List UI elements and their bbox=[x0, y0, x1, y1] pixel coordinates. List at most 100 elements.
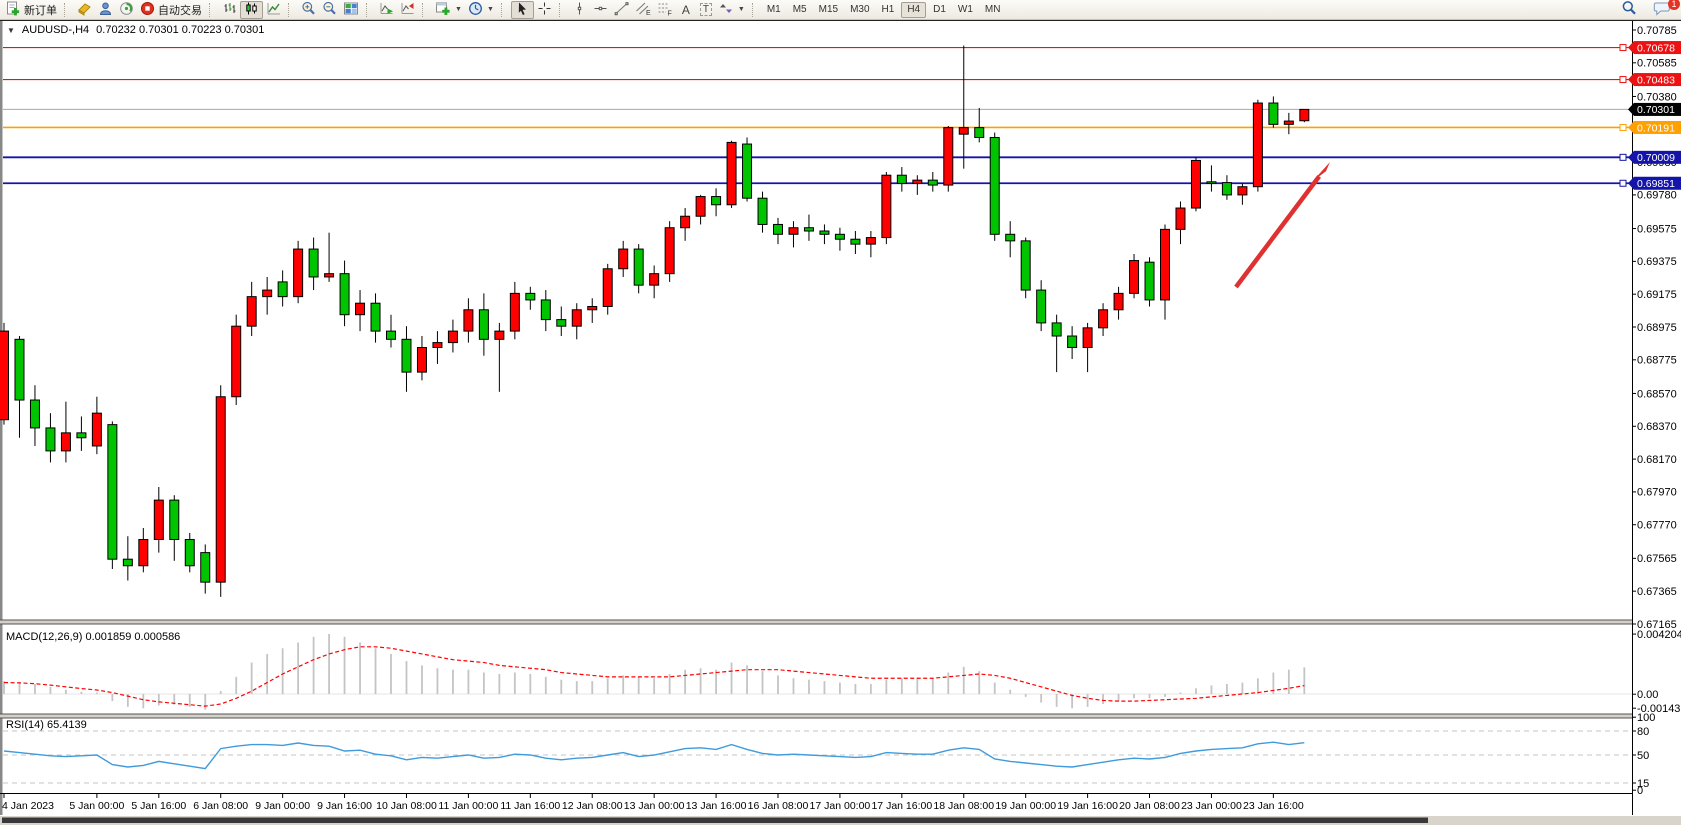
macd-histogram-bar bbox=[560, 679, 563, 694]
candle-up bbox=[91, 412, 102, 447]
candle-up bbox=[494, 330, 505, 340]
price-tick-label: 0.68975 bbox=[1637, 322, 1677, 334]
candle-up bbox=[943, 127, 954, 186]
equidistant-channel-button[interactable]: E bbox=[632, 1, 654, 19]
trendline-button[interactable] bbox=[611, 1, 632, 19]
candle-down bbox=[29, 399, 40, 429]
price-label-notch bbox=[1628, 41, 1634, 55]
candlestick-chart-button[interactable] bbox=[240, 0, 263, 19]
timeframe-mn[interactable]: MN bbox=[984, 4, 1001, 15]
line-end-marker bbox=[1619, 76, 1627, 84]
cursor-button[interactable] bbox=[510, 0, 534, 19]
period-clock-button[interactable]: ▼ bbox=[465, 1, 497, 19]
timeframe-h4[interactable]: H4 bbox=[901, 1, 927, 18]
trend-arrow-head[interactable] bbox=[1312, 162, 1330, 182]
time-axis-label: 19 Jan 16:00 bbox=[1057, 800, 1118, 812]
search-button[interactable] bbox=[1618, 1, 1640, 19]
candle-up bbox=[1160, 228, 1170, 301]
autotrade-icon bbox=[140, 1, 155, 19]
text-label-button[interactable]: T bbox=[696, 1, 716, 19]
profile-button[interactable] bbox=[95, 1, 116, 19]
macd-histogram-bar bbox=[188, 694, 191, 707]
line-chart-button[interactable] bbox=[263, 1, 284, 19]
autotrade-button[interactable]: 自动交易 bbox=[137, 1, 205, 19]
tile-windows-button[interactable] bbox=[340, 1, 362, 19]
macd-histogram-bar bbox=[823, 681, 826, 694]
collapse-chart-icon[interactable]: ▼ bbox=[7, 25, 15, 35]
toolbar-separator bbox=[64, 2, 71, 17]
gold-book-button[interactable] bbox=[74, 1, 95, 19]
candle-up bbox=[215, 396, 226, 583]
macd-histogram-bar bbox=[869, 683, 872, 694]
horizontal-scrollbar-thumb[interactable] bbox=[2, 817, 1428, 824]
price-tick-label: 0.67565 bbox=[1637, 553, 1677, 565]
macd-histogram-bar bbox=[266, 653, 269, 694]
price-tick-label: 0.69175 bbox=[1637, 289, 1677, 301]
time-axis-label: 18 Jan 08:00 bbox=[933, 800, 994, 812]
chart-title-bar: ▼ AUDUSD-,H4 0.70232 0.70301 0.70223 0.7… bbox=[7, 23, 264, 37]
auto-scroll-button[interactable] bbox=[376, 1, 397, 19]
price-tick-label: 0.67770 bbox=[1637, 520, 1677, 532]
price-tick-label: 0.68170 bbox=[1637, 454, 1677, 466]
community-button[interactable] bbox=[116, 1, 137, 19]
price-tick-label: 0.67970 bbox=[1637, 487, 1677, 499]
candle-up bbox=[649, 273, 660, 286]
candle-down bbox=[184, 538, 195, 567]
macd-histogram-bar bbox=[359, 642, 361, 694]
candle-up bbox=[602, 268, 613, 307]
price-label-notch bbox=[1628, 176, 1634, 190]
macd-histogram-bar bbox=[575, 681, 578, 694]
macd-histogram-bar bbox=[606, 678, 609, 694]
timeframe-m30[interactable]: M30 bbox=[850, 4, 870, 15]
timeframe-d1[interactable]: D1 bbox=[933, 4, 946, 15]
candle-up bbox=[231, 325, 242, 398]
candle-up bbox=[0, 330, 9, 421]
chart-shift-button[interactable] bbox=[397, 1, 418, 19]
new-order-button[interactable]: 新订单 bbox=[3, 1, 60, 19]
timeframe-m1[interactable]: M1 bbox=[766, 4, 781, 15]
crosshair-button[interactable] bbox=[534, 1, 555, 19]
candle-up bbox=[958, 127, 969, 135]
candle-up bbox=[432, 342, 443, 349]
time-axis-label: 5 Jan 00:00 bbox=[69, 800, 124, 812]
candle-down bbox=[200, 552, 211, 583]
timeframe-h1[interactable]: H1 bbox=[881, 4, 895, 15]
macd-histogram-bar bbox=[80, 691, 83, 694]
candle-down bbox=[1206, 181, 1217, 184]
time-axis-label: 17 Jan 16:00 bbox=[871, 800, 932, 812]
macd-histogram-bar bbox=[1241, 682, 1244, 694]
fibonacci-button[interactable]: F bbox=[654, 1, 676, 19]
zoom-in-button[interactable] bbox=[298, 1, 319, 19]
macd-tick-label: 0.004204 bbox=[1637, 629, 1681, 641]
macd-histogram-bar bbox=[49, 686, 52, 694]
tile-windows-icon bbox=[343, 1, 359, 19]
time-axis-label: 11 Jan 00:00 bbox=[438, 800, 498, 812]
chat-button[interactable]: 1 bbox=[1650, 0, 1680, 19]
new-chart-button[interactable]: ▼ bbox=[432, 1, 465, 19]
price-tick-label: 0.67365 bbox=[1637, 586, 1677, 598]
candle-down bbox=[1221, 182, 1232, 196]
candle-down bbox=[401, 338, 412, 373]
bar-chart-button[interactable] bbox=[219, 1, 240, 19]
trend-arrow-shaft[interactable] bbox=[1234, 175, 1321, 289]
autotrade-label: 自动交易 bbox=[158, 4, 202, 17]
macd-histogram-bar bbox=[684, 669, 687, 694]
macd-histogram-bar bbox=[1179, 692, 1182, 694]
candle-down bbox=[107, 424, 118, 560]
time-axis-label: 10 Jan 08:00 bbox=[376, 800, 437, 812]
panel-splitter[interactable] bbox=[0, 714, 1632, 718]
timeframe-m5[interactable]: M5 bbox=[792, 4, 807, 15]
text-button[interactable]: A bbox=[676, 1, 696, 19]
timeframe-w1[interactable]: W1 bbox=[957, 4, 973, 15]
horizontal-line-button[interactable] bbox=[590, 1, 611, 19]
period-clock-icon bbox=[468, 1, 483, 19]
shapes-button[interactable]: ▼ bbox=[716, 1, 748, 19]
rsi-tick-label: 50 bbox=[1637, 750, 1649, 762]
timeframe-m15[interactable]: M15 bbox=[818, 4, 839, 15]
vertical-line-button[interactable] bbox=[569, 1, 590, 19]
panel-splitter[interactable] bbox=[0, 620, 1632, 624]
macd-histogram-bar bbox=[297, 642, 300, 694]
zoom-out-button[interactable] bbox=[319, 1, 340, 19]
candle-up bbox=[912, 179, 923, 184]
